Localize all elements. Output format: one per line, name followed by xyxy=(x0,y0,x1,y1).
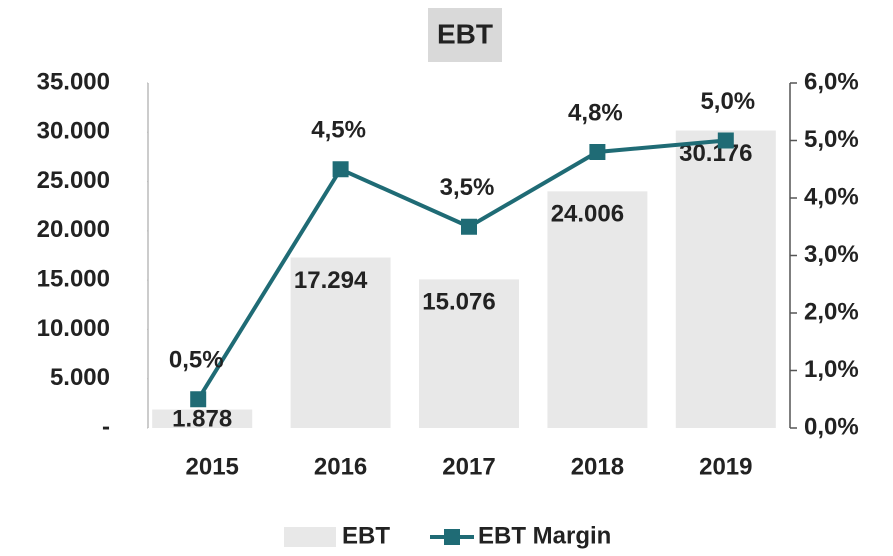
line-value-label: 4,8% xyxy=(568,99,623,126)
bar xyxy=(547,191,648,428)
line-value-label: 5,0% xyxy=(700,88,755,115)
y2-tick-label: 0,0% xyxy=(804,413,859,440)
bar-value-label: 17.294 xyxy=(294,267,368,294)
legend-marker xyxy=(444,529,460,545)
y-tick-label: 20.000 xyxy=(37,216,110,243)
y-tick-label: 15.000 xyxy=(37,265,110,292)
y-tick-label: 25.000 xyxy=(37,167,110,194)
y2-tick-label: 2,0% xyxy=(804,298,859,325)
title-box xyxy=(428,8,502,62)
legend-label: EBT Margin xyxy=(478,522,611,549)
y-tick-label: 10.000 xyxy=(37,315,110,342)
y2-tick-label: 6,0% xyxy=(804,68,859,95)
line-marker xyxy=(461,218,477,235)
line-value-label: 4,5% xyxy=(311,117,366,144)
x-tick-label: 2017 xyxy=(442,453,495,480)
bar-value-label: 24.006 xyxy=(551,201,624,228)
line-marker xyxy=(190,391,207,408)
y2-tick-label: 4,0% xyxy=(804,183,859,210)
line-marker xyxy=(589,144,606,160)
legend-label: EBT xyxy=(342,522,390,549)
bar-value-label: 1.878 xyxy=(172,405,232,432)
bar xyxy=(419,279,519,428)
line-marker xyxy=(717,132,734,149)
y-tick-label: - xyxy=(102,413,110,440)
x-tick-label: 2015 xyxy=(186,453,239,480)
x-tick-label: 2018 xyxy=(571,453,624,480)
y2-tick-label: 3,0% xyxy=(804,241,859,268)
y-tick-label: 5.000 xyxy=(50,364,110,391)
x-tick-label: 2016 xyxy=(314,453,367,480)
bar xyxy=(290,257,391,428)
legend-swatch xyxy=(284,527,336,547)
x-tick-label: 2019 xyxy=(699,453,752,480)
y2-tick-label: 1,0% xyxy=(804,356,859,383)
y2-tick-label: 5,0% xyxy=(804,126,859,153)
y-tick-label: 30.000 xyxy=(37,118,110,145)
line-value-label: 0,5% xyxy=(169,347,224,374)
line-marker xyxy=(332,161,349,178)
bar-value-label: 15.076 xyxy=(422,289,495,316)
bar xyxy=(675,130,776,429)
y-tick-label: 35.000 xyxy=(37,68,110,95)
chart-title: EBT xyxy=(437,18,493,49)
line-value-label: 3,5% xyxy=(440,174,495,201)
bar xyxy=(152,409,253,428)
